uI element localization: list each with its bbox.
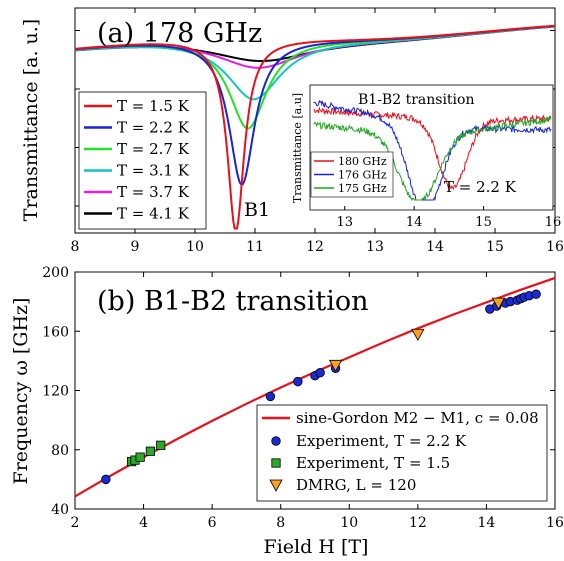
panel-a-x-tick-label: 11	[246, 239, 264, 255]
panel-a-title: (a) 178 GHz	[97, 18, 262, 49]
panel-a-series-line	[74, 24, 556, 230]
panel-b-legend-label: DMRG, L = 120	[296, 476, 416, 494]
experiment-2-2k-point	[315, 368, 325, 378]
inset-x-tick-label: 13	[336, 215, 353, 230]
panel-b-y-tick-label: 200	[42, 265, 69, 281]
inset-series-line	[313, 115, 552, 202]
inset-annotation: T = 2.2 K	[444, 178, 517, 196]
inset-x-ticks: 13 14 15 16	[336, 206, 561, 230]
panel-a-curves	[74, 24, 556, 230]
panel-b: 2 4 6 8 10 12 14 16 40 80 120 160 200 (b) B1-B2 tra…	[10, 265, 564, 558]
panel-a-x-tick-label: 9	[131, 239, 140, 255]
panel-a-x-tick-label: 10	[186, 239, 204, 255]
inset-series-line	[313, 99, 552, 202]
experiment-2-2k-point	[101, 474, 111, 485]
panel-a-legend-label: T = 2.7 K	[117, 140, 190, 158]
panel-b-points	[101, 289, 541, 485]
panel-b-x-tick-label: 2	[71, 515, 80, 531]
inset-x-tick-label: 15	[475, 215, 492, 230]
panel-b-x-tick-label: 10	[340, 515, 358, 531]
panel-b-x-tick-label: 6	[208, 515, 217, 531]
legend-experiment-2-2k-swatch	[271, 436, 281, 446]
inset-title: B1-B2 transition	[358, 92, 474, 108]
panel-a-x-tick-label: 12	[306, 239, 324, 255]
panel-b-y-tick-label: 80	[51, 443, 69, 459]
panel-b-x-axis-label: Field H [T]	[264, 536, 369, 558]
experiment-2-2k-point	[531, 289, 541, 299]
panel-b-x-tick-label: 16	[546, 515, 564, 531]
panel-a-x-tick-label: 8	[71, 239, 80, 255]
experiment-1-5k-point	[145, 446, 156, 456]
inset-legend-label: 176 GHz	[338, 169, 387, 182]
panel-b-y-tick-label: 120	[42, 384, 69, 400]
panel-a-y-axis-label: Transmittance [a. u.]	[20, 19, 42, 221]
panel-a-legend-label: T = 4.1 K	[117, 205, 190, 223]
panel-a-legend-box	[78, 91, 207, 230]
inset-x-tick-label: 16	[545, 215, 562, 230]
dmrg-point	[491, 297, 506, 310]
panel-a-legend-label: T = 2.2 K	[117, 119, 190, 137]
inset-series-line	[313, 106, 552, 191]
panel-b-y-tick-label: 160	[42, 324, 69, 340]
panel-b-x-tick-label: 8	[276, 515, 285, 531]
inset-legend-label: 175 GHz	[338, 182, 387, 195]
panel-a-x-tick-label: 16	[546, 239, 564, 255]
panel-a-x-tick-label: 13	[366, 239, 384, 255]
panel-a-x-ticks: 8 9 10 11 12 13 14 15 16	[71, 8, 564, 255]
dmrg-point	[411, 328, 425, 342]
inset-chart: 13 14 15 16 B1-B2 transition Transmittance …	[291, 84, 561, 230]
panel-b-x-tick-label: 14	[478, 515, 496, 531]
inset-curves	[313, 99, 552, 202]
panel-b-legend-label: Experiment, T = 1.5	[296, 454, 450, 472]
panel-b-x-tick-label: 4	[139, 515, 148, 531]
panel-a: 8 9 10 11 12 13 14 15 16 (a) 178 GHz Transmittan…	[20, 7, 564, 255]
panel-a-legend-label: T = 1.5 K	[117, 97, 190, 115]
panel-b-legend: sine-Gordon M2 − M1, c = 0.08 Experiment,…	[256, 404, 548, 502]
b1-annotation: B1	[244, 199, 270, 221]
panel-a-x-tick-label: 15	[486, 239, 504, 255]
dmrg-point	[328, 359, 343, 373]
inset-y-axis-label: Transmittance [a.u]	[291, 93, 304, 203]
panel-b-title: (b) B1-B2 transition	[97, 286, 369, 317]
panel-a-legend-label: T = 3.1 K	[117, 162, 190, 180]
panel-b-x-ticks: 2 4 6 8 10 12 14 16	[71, 272, 564, 531]
experiment-1-5k-point	[135, 452, 145, 462]
panel-b-y-axis-label: Frequency ω [GHz]	[10, 298, 32, 485]
panel-a-legend: T = 1.5 K T = 2.2 K T = 2.7 K T = 3.1 K T = …	[78, 91, 207, 230]
legend-experiment-1-5k-swatch	[271, 458, 281, 468]
panel-b-y-tick-label: 40	[51, 502, 69, 518]
panel-b-x-tick-label: 12	[409, 515, 427, 531]
panel-a-legend-label: T = 3.7 K	[117, 183, 190, 201]
panel-b-y-ticks: 40 80 120 160 200	[42, 265, 555, 518]
panel-b-legend-label: Experiment, T = 2.2 K	[296, 432, 467, 450]
experiment-2-2k-point	[293, 376, 303, 387]
panel-b-legend-label: sine-Gordon M2 − M1, c = 0.08	[296, 409, 539, 427]
panel-b-legend-box	[256, 404, 548, 502]
experiment-2-2k-point	[265, 391, 276, 402]
panel-a-x-tick-label: 14	[426, 239, 444, 255]
experiment-1-5k-point	[156, 440, 166, 450]
inset-x-tick-label: 14	[406, 215, 423, 230]
inset-legend-label: 180 GHz	[338, 155, 387, 168]
legend-dmrg-swatch	[269, 479, 283, 492]
